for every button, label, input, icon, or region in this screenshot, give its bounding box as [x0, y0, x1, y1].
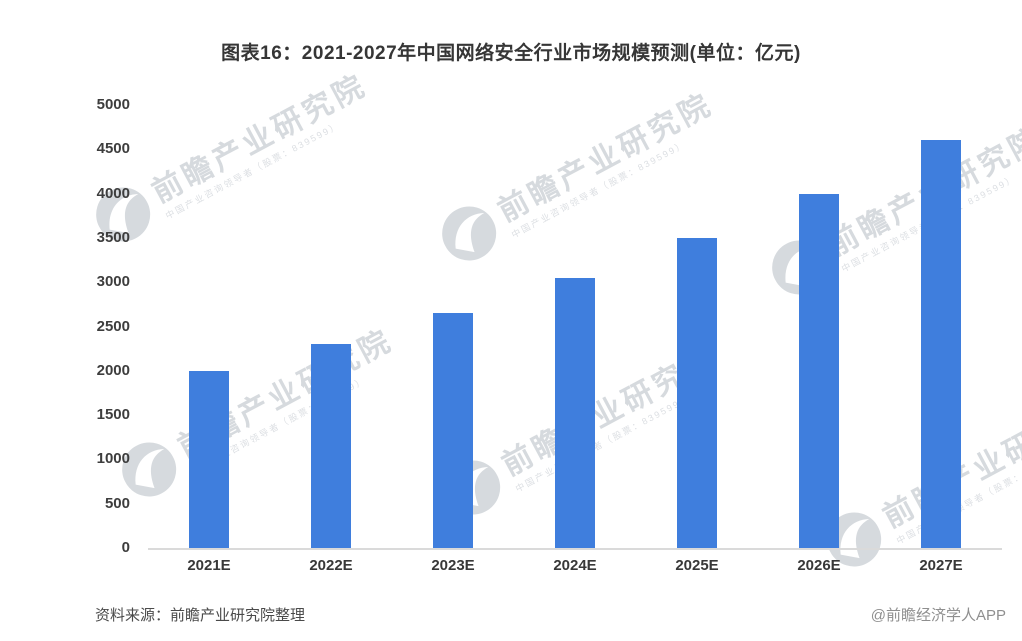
- x-label-2023E: 2023E: [431, 557, 475, 574]
- plot-area: 5000 4500 4000 3500 3000 2500 2000 1500 1000 500 0…: [97, 96, 1002, 574]
- brand-note: @前瞻经济学人APP: [870, 607, 1006, 624]
- y-tick-label-5000: 5000: [96, 96, 130, 113]
- y-tick-label-1500: 1500: [96, 406, 130, 424]
- y-tick-label-500: 500: [104, 494, 130, 512]
- y-tick-label-3000: 3000: [96, 273, 130, 291]
- bar-2021E: [189, 370, 229, 548]
- x-label-2025E: 2025E: [675, 557, 719, 574]
- y-tick-label-0: 0: [121, 539, 130, 556]
- y-tick-label-3500: 3500: [96, 228, 130, 246]
- qianzhan-logo-icon: [442, 206, 497, 261]
- watermark-1: 前瞻产业研究院 中国产业咨询领导者（股票：839599）: [87, 62, 379, 251]
- bars-container: [148, 105, 1002, 548]
- watermark-2: 前瞻产业研究院 中国产业咨询领导者（股票：839599）: [433, 81, 725, 270]
- x-axis-labels: 2021E 2022E 2023E 2024E 2025E 2026E 2027E: [148, 557, 1002, 574]
- y-tick-label-2000: 2000: [96, 361, 130, 379]
- bar-2027E: [921, 140, 961, 548]
- bar-2022E: [311, 344, 351, 548]
- y-tick-label-2500: 2500: [96, 317, 130, 335]
- watermark-4: 前瞻产业研究院 中国产业咨询领导者（股票：839599）: [113, 317, 405, 506]
- bar-2023E: [433, 313, 473, 548]
- y-tick-label-4500: 4500: [96, 140, 130, 158]
- x-label-2026E: 2026E: [797, 557, 841, 574]
- bar-2024E: [555, 277, 595, 548]
- bar-2026E: [799, 193, 839, 548]
- qianzhan-logo-icon: [122, 442, 177, 497]
- x-label-2027E: 2027E: [919, 557, 963, 574]
- bar-2025E: [677, 237, 717, 548]
- x-label-2021E: 2021E: [187, 557, 231, 574]
- chart-title: 图表16：2021-2027年中国网络安全行业市场规模预测(单位：亿元): [221, 43, 801, 64]
- x-label-2022E: 2022E: [309, 557, 353, 574]
- source-note: 资料来源：前瞻产业研究院整理: [95, 607, 306, 624]
- qianzhan-logo-icon: [96, 187, 151, 242]
- x-label-2024E: 2024E: [553, 557, 597, 574]
- y-tick-label-4000: 4000: [96, 184, 130, 202]
- y-tick-label-1000: 1000: [96, 450, 130, 468]
